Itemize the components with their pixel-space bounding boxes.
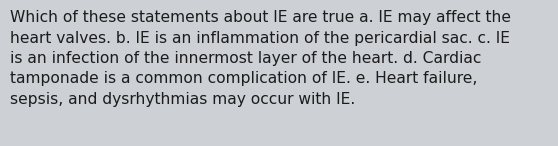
- Text: Which of these statements about IE are true a. IE may affect the
heart valves. b: Which of these statements about IE are t…: [10, 10, 511, 107]
